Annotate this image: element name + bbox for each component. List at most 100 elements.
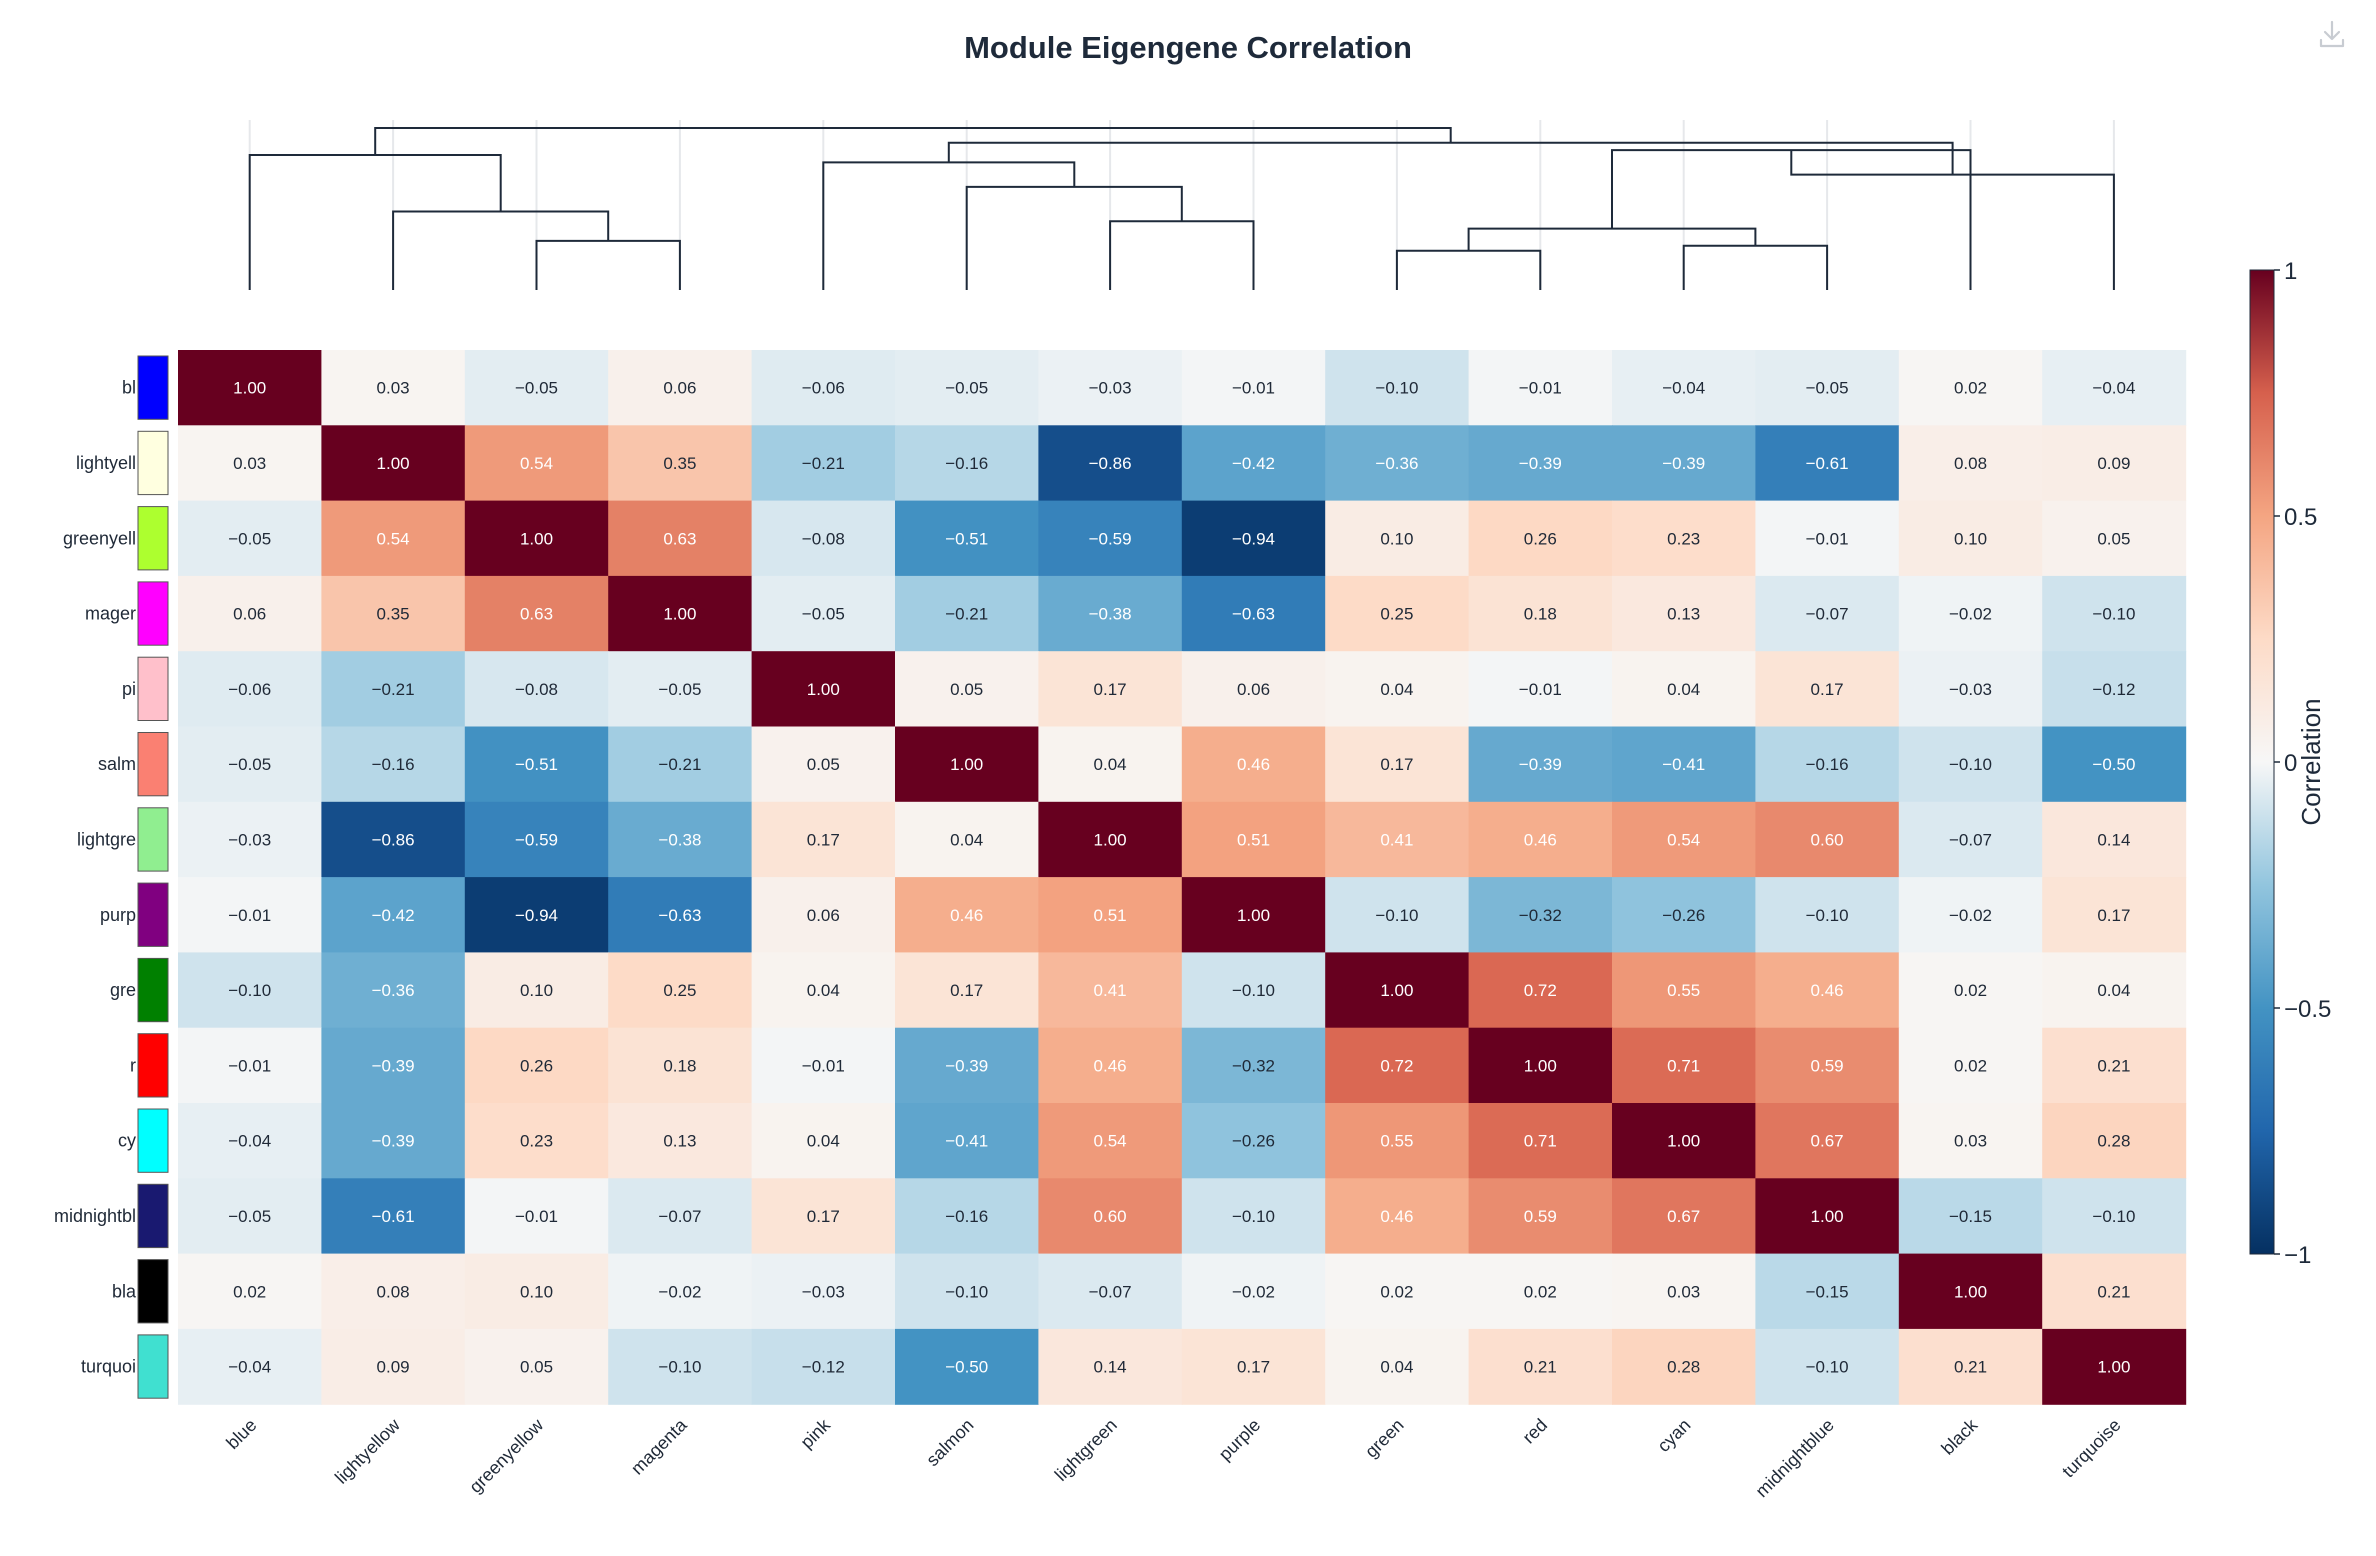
heatmap-cell: [321, 726, 466, 803]
heatmap-cell: [1898, 801, 2043, 878]
heatmap-cell: [608, 801, 753, 878]
cell-value-label: 0.10: [520, 981, 553, 1000]
dendrogram-branch: [1395, 249, 1542, 290]
cell-value-label: 1.00: [520, 529, 553, 548]
heatmap-cell: [2042, 801, 2187, 878]
cell-value-label: −0.39: [1519, 454, 1562, 473]
heatmap-cell: [1898, 1178, 2043, 1255]
heatmap-cell: [1755, 425, 1900, 502]
heatmap-cell: [1468, 801, 1613, 878]
cell-value-label: 0.46: [950, 906, 983, 925]
heatmap-cell: [751, 952, 896, 1029]
cell-value-label: −0.10: [2092, 1207, 2135, 1226]
heatmap-cell: [895, 1253, 1039, 1330]
module-color-swatches: [137, 355, 169, 1399]
heatmap-cell: [178, 1178, 322, 1255]
y-tick-label: lightgre: [77, 830, 136, 850]
heatmap-cell: [608, 651, 753, 728]
colorbar-tick-label: −1: [2284, 1242, 2311, 1269]
heatmap-cell: [895, 952, 1039, 1029]
heatmap-cell: [1468, 500, 1613, 577]
x-tick-label: salmon: [922, 1415, 977, 1470]
cell-value-label: −0.26: [1662, 906, 1705, 925]
cell-value-label: −0.01: [228, 906, 271, 925]
heatmap-cell: [1755, 877, 1900, 953]
cell-value-label: −0.12: [2092, 680, 2135, 699]
heatmap-cell: [464, 1253, 609, 1330]
cell-value-label: 0.21: [1954, 1358, 1987, 1377]
cell-value-label: −0.42: [372, 906, 415, 925]
heatmap-cell: [608, 425, 753, 502]
y-axis-labels: bl lightyell greenyell mager pi salm lightgre p…: [54, 378, 137, 1377]
cell-value-label: −0.10: [1806, 906, 1849, 925]
chart-title: Module Eigengene Correlation: [964, 30, 1412, 65]
heatmap-cell: [2042, 1253, 2187, 1330]
heatmap-cell: [2042, 575, 2187, 652]
colorbar: 1 0.5 0 −0.5 −1 Correlation: [2249, 258, 2331, 1269]
cell-value-label: 0.17: [807, 831, 840, 850]
heatmap-cell: [751, 575, 896, 652]
cell-value-label: −0.03: [1949, 680, 1992, 699]
cell-value-label: −0.94: [515, 906, 558, 925]
heatmap-cell: [1038, 952, 1183, 1029]
heatmap-cell: [895, 726, 1039, 803]
heatmap-cell: [1755, 952, 1900, 1029]
heatmap-cell: [1325, 801, 1470, 878]
heatmap-cell: [1755, 1027, 1900, 1104]
cell-value-label: −0.51: [515, 755, 558, 774]
heatmap-cell: [178, 877, 322, 953]
cell-value-label: 0.05: [2097, 529, 2130, 548]
cell-value-label: 0.23: [520, 1132, 553, 1151]
download-icon[interactable]: [2316, 18, 2348, 50]
heatmap-cell: [751, 350, 896, 426]
cell-value-label: −0.10: [1232, 1207, 1275, 1226]
cell-value-label: 1.00: [1380, 981, 1413, 1000]
heatmap-cell: [1325, 575, 1470, 652]
cell-value-label: 0.41: [1380, 831, 1413, 850]
cell-value-label: 0.60: [1094, 1207, 1127, 1226]
heatmap-cell: [1898, 952, 2043, 1029]
heatmap-cell: [321, 425, 466, 502]
heatmap-cell: [1612, 350, 1756, 426]
cell-value-label: 1.00: [807, 680, 840, 699]
heatmap-cell: [895, 350, 1039, 426]
heatmap-cell: [895, 1328, 1039, 1405]
heatmap-cell: [2042, 952, 2187, 1029]
heatmap-cell: [1898, 575, 2043, 652]
heatmap-cell: [1612, 425, 1756, 502]
cell-value-label: 0.46: [1380, 1207, 1413, 1226]
heatmap-cell: [464, 575, 609, 652]
heatmap-cell: [1468, 1103, 1613, 1179]
cell-value-label: 0.13: [663, 1132, 696, 1151]
heatmap-cell: [1181, 1027, 1326, 1104]
colorbar-tick-label: 1: [2284, 258, 2297, 285]
module-swatch: [137, 355, 169, 420]
heatmap-cell: [321, 1253, 466, 1330]
y-tick-label: pi: [122, 679, 136, 699]
dendrogram-branch: [248, 154, 502, 290]
cell-value-label: 0.55: [1380, 1132, 1413, 1151]
heatmap-cell: [1325, 1328, 1470, 1405]
heatmap-cell: [2042, 500, 2187, 577]
heatmap-cell: [178, 1253, 322, 1330]
heatmap-cell: [1755, 500, 1900, 577]
cell-value-label: 0.04: [1380, 1358, 1413, 1377]
cell-value-label: 0.23: [1667, 529, 1700, 548]
heatmap-cell: [608, 350, 753, 426]
heatmap: 1.00 0.03 −0.05 0.06 −0.06 −0.05 −0.03 −0.01 −0.…: [178, 350, 2187, 1405]
cell-value-label: 1.00: [1094, 831, 1127, 850]
heatmap-cell: [464, 877, 609, 953]
cell-value-label: −0.16: [945, 1207, 988, 1226]
cell-value-label: −0.39: [1662, 454, 1705, 473]
heatmap-cell: [1612, 1253, 1756, 1330]
heatmap-cell: [1755, 575, 1900, 652]
cell-value-label: 0.25: [1380, 605, 1413, 624]
cell-value-label: 0.21: [2097, 1282, 2130, 1301]
cell-value-label: −0.05: [802, 605, 845, 624]
heatmap-cell: [1325, 877, 1470, 953]
heatmap-cell: [1612, 952, 1756, 1029]
x-tick-label: lightyellow: [331, 1414, 405, 1488]
heatmap-cell: [464, 726, 609, 803]
module-swatch: [137, 656, 169, 722]
heatmap-cell: [178, 1328, 322, 1405]
